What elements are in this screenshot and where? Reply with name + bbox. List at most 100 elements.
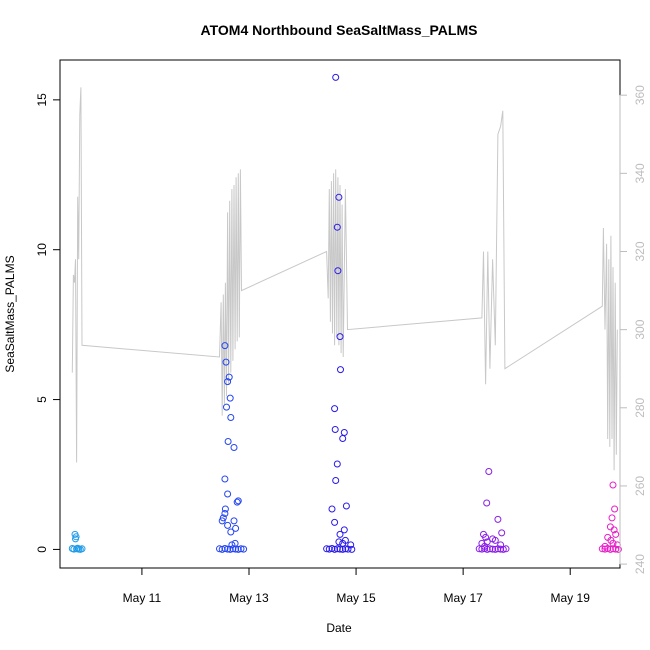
data-point	[232, 545, 240, 553]
data-point	[331, 405, 339, 413]
data-point	[216, 545, 223, 553]
y2-tick-label: 280	[633, 397, 647, 417]
data-point	[230, 444, 238, 451]
data-point	[227, 528, 235, 536]
data-point	[475, 545, 483, 553]
data-point	[240, 545, 248, 553]
points-layer	[68, 73, 622, 553]
y2-tick-label: 360	[633, 85, 647, 105]
data-point	[332, 73, 340, 81]
data-point	[491, 536, 499, 544]
data-point	[342, 502, 350, 510]
y-tick-label: 10	[35, 243, 49, 257]
data-point	[601, 545, 609, 553]
data-point	[499, 545, 507, 553]
data-point	[233, 498, 241, 506]
data-point	[336, 333, 344, 341]
data-point	[221, 475, 229, 483]
data-point	[344, 545, 352, 553]
data-point	[609, 539, 617, 547]
data-point	[485, 468, 493, 475]
data-point	[494, 545, 502, 553]
data-point	[72, 533, 80, 541]
data-point	[606, 545, 614, 553]
data-point	[225, 373, 233, 381]
data-point	[337, 366, 344, 374]
x-axis: May 11 May 13 May 15 May 17 May 19	[123, 568, 591, 605]
y-axis-label: SeaSaltMass_PALMS	[3, 255, 17, 372]
y2-tick-label: 320	[633, 241, 647, 261]
data-point	[609, 545, 617, 553]
data-point	[328, 505, 336, 513]
series-flight4	[475, 468, 510, 553]
data-point	[331, 518, 339, 526]
data-point	[612, 545, 620, 553]
x-tick-label: May 13	[229, 591, 269, 605]
x-tick-label: May 11	[123, 591, 162, 605]
y-tick-label: 15	[35, 93, 49, 107]
chart-title: ATOM4 Northbound SeaSaltMass_PALMS	[201, 22, 478, 38]
data-point	[224, 378, 232, 386]
x-axis-label: Date	[326, 621, 352, 635]
data-point	[325, 545, 333, 553]
data-point	[226, 545, 234, 553]
data-point	[227, 414, 235, 421]
data-point	[598, 545, 606, 553]
data-point	[221, 545, 229, 552]
series-flight5	[598, 481, 622, 553]
data-point	[334, 267, 342, 275]
data-point	[612, 530, 620, 538]
data-point	[323, 545, 331, 553]
data-point	[611, 505, 619, 513]
data-point	[333, 460, 341, 468]
x-tick-label: May 19	[551, 591, 591, 605]
data-point	[497, 545, 505, 553]
data-point	[609, 481, 617, 489]
data-point	[483, 499, 491, 507]
y-tick-label: 0	[35, 546, 49, 553]
plot-area-frame	[59, 59, 621, 569]
data-point	[332, 477, 340, 484]
data-point	[335, 538, 343, 546]
data-point	[608, 514, 616, 522]
data-point	[339, 545, 347, 553]
data-point	[224, 545, 232, 553]
data-point	[221, 510, 229, 517]
data-point	[237, 545, 245, 553]
data-point	[336, 545, 344, 553]
data-point	[230, 517, 238, 525]
x-tick-label: May 17	[443, 591, 483, 605]
data-point	[336, 530, 344, 538]
y-tick-label: 5	[35, 396, 49, 403]
data-point	[219, 514, 227, 522]
data-point	[224, 521, 232, 529]
data-point	[486, 545, 494, 553]
data-point	[489, 545, 497, 553]
y2-tick-label: 260	[633, 476, 647, 496]
data-point	[224, 490, 232, 498]
series-flight2	[216, 342, 248, 553]
data-point	[331, 426, 339, 433]
y2-tick-label: 300	[633, 319, 647, 339]
data-point	[335, 193, 343, 201]
data-point	[340, 429, 348, 436]
data-point	[218, 517, 226, 525]
x-tick-label: May 15	[336, 591, 376, 605]
data-point	[478, 545, 486, 553]
data-point	[348, 545, 356, 553]
data-point	[221, 505, 229, 513]
data-point	[614, 545, 622, 553]
secondary-line-layer	[71, 87, 618, 471]
data-point	[228, 541, 236, 549]
data-point	[339, 435, 347, 442]
data-point	[234, 497, 242, 505]
data-point	[331, 545, 339, 553]
data-point	[221, 342, 229, 350]
data-point	[223, 403, 230, 411]
y-axis: 0 5 10 15	[35, 93, 60, 553]
data-point	[483, 545, 491, 553]
data-point	[498, 529, 506, 537]
data-point	[226, 394, 234, 402]
data-point	[224, 438, 232, 445]
